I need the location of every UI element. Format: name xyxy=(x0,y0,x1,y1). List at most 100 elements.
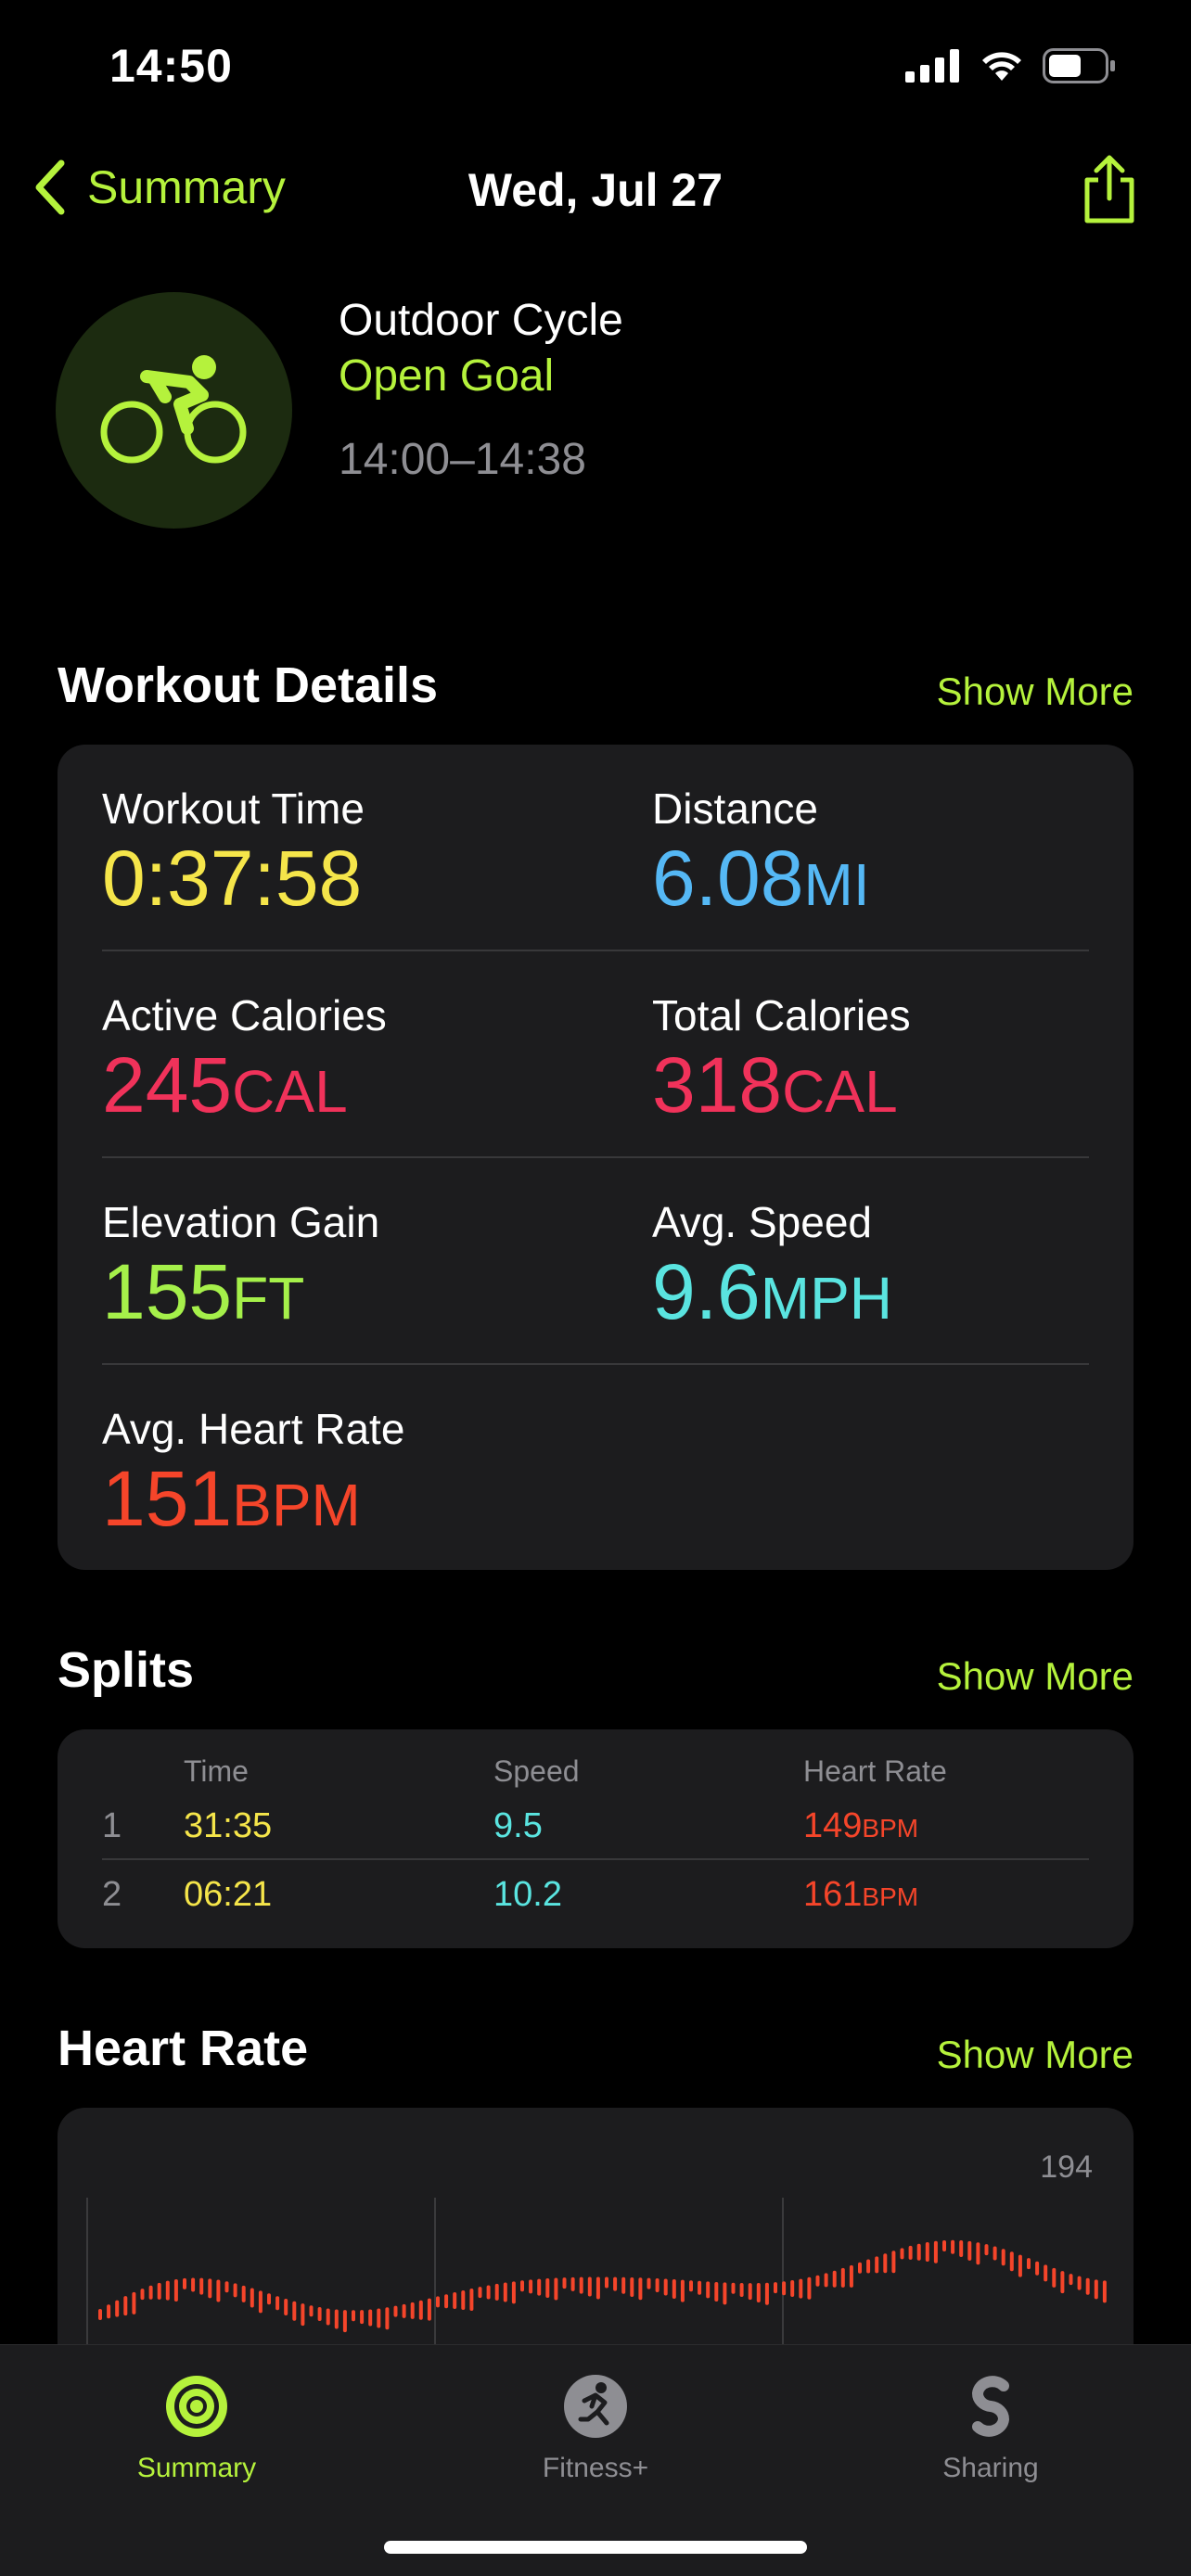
split-hr-unit: BPM xyxy=(862,1882,919,1911)
splits-show-more[interactable]: Show More xyxy=(936,1654,1133,1698)
activity-rings-icon xyxy=(166,2376,227,2437)
split-index: 1 xyxy=(102,1806,122,1845)
heart-rate-bar xyxy=(98,2309,102,2320)
heart-rate-bar xyxy=(427,2298,431,2321)
split-hr-unit: BPM xyxy=(862,1814,919,1843)
heart-rate-bar xyxy=(900,2248,904,2260)
heart-rate-bar xyxy=(764,2282,769,2305)
heart-rate-bar xyxy=(309,2305,314,2317)
share-icon xyxy=(1084,155,1134,223)
tab-fitness-plus[interactable]: Fitness+ xyxy=(484,2373,707,2484)
tab-summary[interactable]: Summary xyxy=(85,2373,308,2484)
heart-rate-bar xyxy=(815,2275,820,2287)
metric-divider xyxy=(102,1363,1089,1365)
workout-goal: Open Goal xyxy=(339,351,555,401)
metric-value: 0:37:58 xyxy=(102,839,362,917)
heart-rate-bar xyxy=(326,2308,330,2326)
heart-rate-bar xyxy=(1077,2276,1082,2290)
heart-rate-bar xyxy=(706,2281,711,2299)
metric-label: Distance xyxy=(652,784,818,833)
heart-rate-bar xyxy=(1044,2264,1048,2282)
workout-details-show-more[interactable]: Show More xyxy=(936,670,1133,713)
heart-rate-bar xyxy=(173,2278,178,2302)
metric-number: 0:37:58 xyxy=(102,835,363,922)
heart-rate-bar xyxy=(132,2291,136,2315)
heart-rate-bar xyxy=(165,2280,170,2301)
heart-rate-bar xyxy=(680,2279,685,2302)
workout-type-badge xyxy=(56,292,292,529)
metric-value: 151BPM xyxy=(102,1460,361,1537)
metric-value: 245CAL xyxy=(102,1046,348,1124)
metric-label: Workout Time xyxy=(102,784,365,833)
heart-rate-bar xyxy=(1052,2267,1057,2288)
home-indicator xyxy=(384,2541,807,2554)
chevron-left-icon xyxy=(35,159,65,215)
metric-unit: FT xyxy=(232,1265,305,1332)
tab-sharing-label: Sharing xyxy=(942,2453,1039,2483)
heart-rate-bar xyxy=(799,2278,803,2299)
heart-rate-bar xyxy=(115,2300,120,2317)
metric-unit: BPM xyxy=(232,1472,361,1538)
heart-rate-bar xyxy=(992,2246,997,2261)
heart-rate-bar xyxy=(208,2278,212,2299)
metric-divider xyxy=(102,950,1089,951)
heart-rate-bar xyxy=(967,2240,972,2261)
heart-rate-bar xyxy=(647,2277,651,2289)
heart-rate-bar xyxy=(933,2240,938,2264)
heart-rate-show-more[interactable]: Show More xyxy=(936,2033,1133,2076)
heart-rate-bar xyxy=(959,2240,964,2258)
battery-icon xyxy=(1043,48,1115,83)
back-button-label: Summary xyxy=(87,161,286,213)
back-button[interactable]: Summary xyxy=(33,159,286,215)
heart-rate-bar xyxy=(1094,2279,1098,2300)
heart-rate-bar xyxy=(469,2288,474,2311)
heart-rate-bar xyxy=(925,2242,929,2263)
heart-rate-bar xyxy=(1018,2254,1022,2277)
heart-rate-bar xyxy=(352,2310,355,2322)
tab-summary-label: Summary xyxy=(136,2453,257,2483)
heart-rate-bar xyxy=(1001,2249,1005,2266)
heart-rate-bar xyxy=(436,2296,440,2308)
heart-rate-bar xyxy=(748,2283,752,2301)
heart-rate-bar xyxy=(377,2308,381,2328)
tab-sharing[interactable]: Sharing xyxy=(879,2373,1102,2484)
heart-rate-bar xyxy=(714,2281,719,2302)
heart-rate-bar xyxy=(562,2277,567,2289)
heart-rate-bar xyxy=(123,2296,128,2316)
heart-rate-bar xyxy=(790,2280,795,2298)
heart-rate-bar xyxy=(942,2239,946,2251)
heart-rate-bar xyxy=(529,2279,533,2294)
splits-header-time: Time xyxy=(184,1754,249,1788)
metric-unit: CAL xyxy=(782,1058,898,1125)
split-hr-value: 161 xyxy=(803,1875,863,1914)
heart-rate-bar xyxy=(587,2276,592,2297)
heart-rate-bar xyxy=(486,2285,491,2300)
heart-rate-bar xyxy=(1009,2251,1014,2272)
heart-rate-bar xyxy=(984,2244,989,2256)
heart-rate-bar xyxy=(739,2283,744,2298)
splits-title: Splits xyxy=(58,1642,195,1698)
heart-rate-bar xyxy=(807,2276,812,2300)
share-button[interactable] xyxy=(1080,154,1139,229)
heart-rate-bar xyxy=(774,2282,777,2294)
heart-rate-bar xyxy=(342,2310,347,2333)
split-time: 31:35 xyxy=(184,1806,273,1845)
heart-rate-bar xyxy=(107,2304,111,2319)
heart-rate-bar xyxy=(782,2281,787,2296)
heart-rate-bar xyxy=(148,2285,153,2300)
heart-rate-bar xyxy=(216,2279,221,2302)
heart-rate-bar xyxy=(866,2259,871,2274)
metric-label: Active Calories xyxy=(102,991,387,1039)
tab-fitness-plus-label: Fitness+ xyxy=(542,2453,649,2483)
heart-rate-bar xyxy=(1085,2277,1090,2295)
metric-label: Avg. Speed xyxy=(652,1198,873,1246)
metric-number: 318 xyxy=(652,1041,783,1129)
tab-bar: Summary Fitness+ Sharing xyxy=(0,2344,1191,2576)
page-title: Wed, Jul 27 xyxy=(467,164,724,216)
heart-rate-bar xyxy=(570,2276,575,2291)
heart-rate-bar xyxy=(832,2270,837,2288)
split-speed: 9.5 xyxy=(493,1806,543,1845)
heart-rate-bar xyxy=(621,2276,626,2294)
metric-label: Avg. Heart Rate xyxy=(102,1405,405,1453)
